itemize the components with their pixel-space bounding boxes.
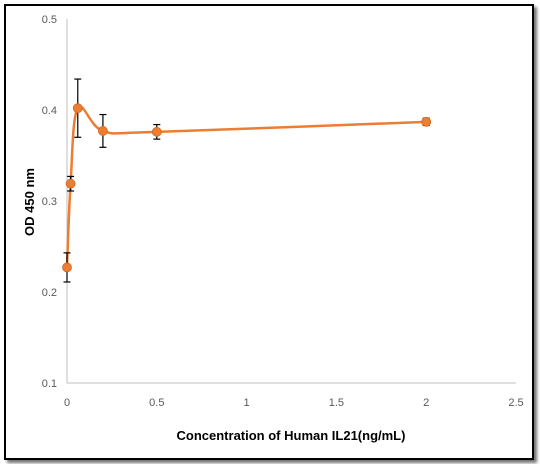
- data-point: [151, 126, 162, 137]
- y-tick-label: 0.2: [42, 287, 57, 299]
- data-point: [65, 178, 76, 189]
- data-point: [72, 103, 83, 114]
- y-tick-label: 0.5: [42, 14, 57, 26]
- x-tick-label: 0.5: [149, 397, 164, 409]
- data-point: [98, 126, 108, 136]
- y-tick-labels: 0.1 0.2 0.3 0.4 0.5: [42, 14, 57, 390]
- data-point: [421, 116, 432, 127]
- x-tick-label: 1.5: [329, 397, 344, 409]
- x-tick-label: 2: [423, 397, 429, 409]
- data-points: [62, 103, 432, 273]
- y-tick-label: 0.1: [42, 378, 57, 390]
- data-point: [62, 262, 72, 273]
- x-axis-title: Concentration of Human IL21(ng/mL): [177, 428, 406, 443]
- x-tick-label: 2.5: [508, 397, 523, 409]
- y-tick-label: 0.3: [42, 196, 57, 208]
- error-bars: [63, 78, 430, 283]
- y-tick-label: 0.4: [42, 105, 57, 117]
- x-tick-label: 1: [244, 397, 250, 409]
- y-axis-title: OD 450 nm: [22, 168, 37, 236]
- series-line: [65, 105, 427, 268]
- chart-frame: [4, 4, 534, 460]
- x-tick-labels: 0 0.5 1 1.5 2 2.5: [64, 397, 524, 409]
- x-tick-label: 0: [64, 397, 70, 409]
